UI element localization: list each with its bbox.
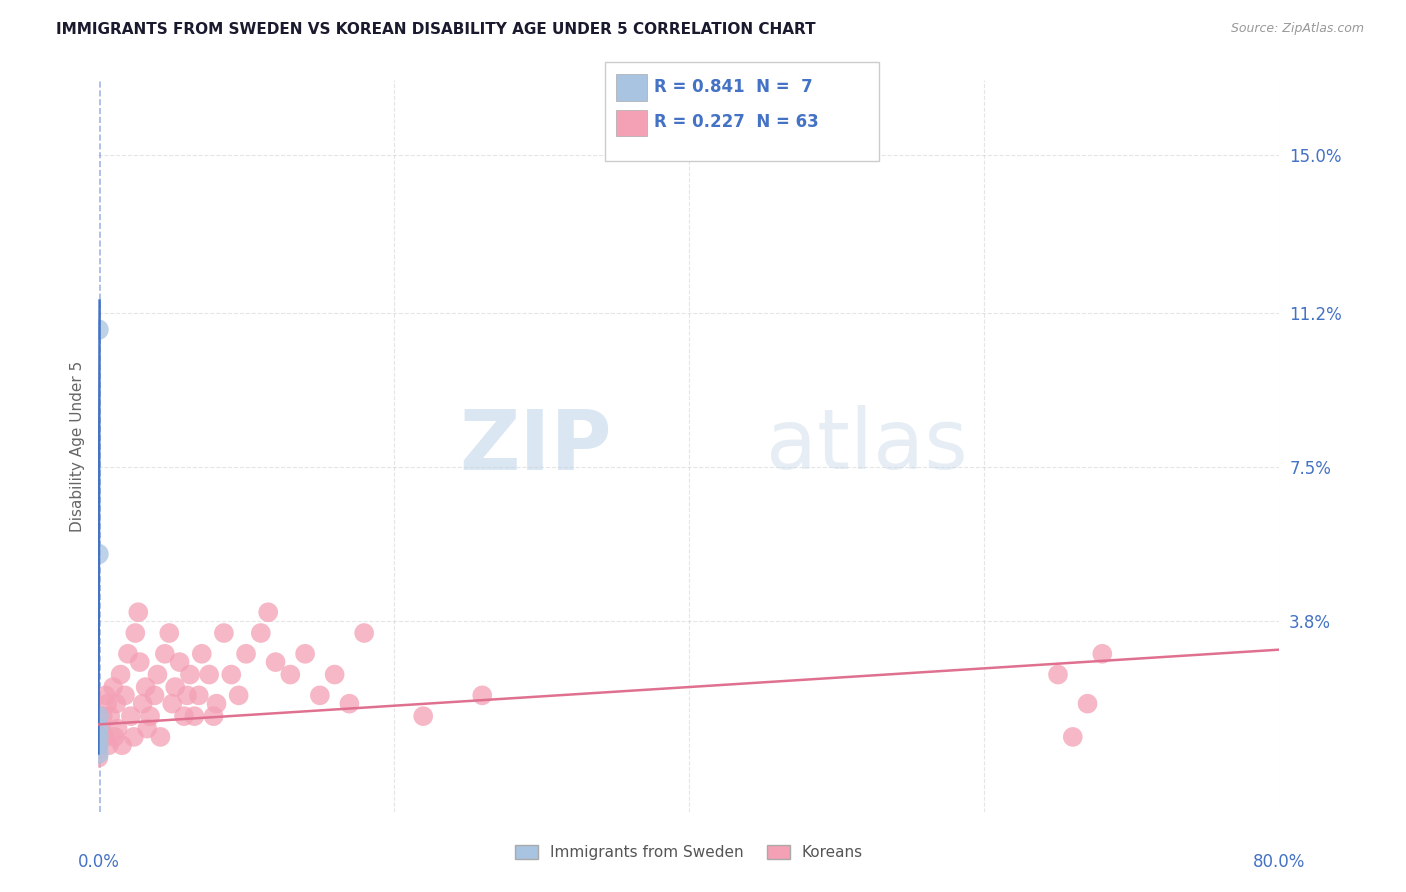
Point <box>1091 647 1114 661</box>
Point <box>143 689 166 703</box>
Point <box>169 655 191 669</box>
Point <box>191 647 214 661</box>
Point <box>202 709 225 723</box>
Point <box>228 689 250 703</box>
Point <box>87 738 110 752</box>
Point <box>94 689 117 703</box>
Text: atlas: atlas <box>766 406 967 486</box>
Point <box>471 689 494 703</box>
Text: Source: ZipAtlas.com: Source: ZipAtlas.com <box>1230 22 1364 36</box>
Point <box>1046 667 1070 681</box>
Point <box>122 730 145 744</box>
Point <box>128 655 150 669</box>
Point <box>153 647 176 661</box>
Point <box>146 667 169 681</box>
Point <box>124 626 146 640</box>
Point <box>339 697 361 711</box>
Point <box>87 730 110 744</box>
Text: IMMIGRANTS FROM SWEDEN VS KOREAN DISABILITY AGE UNDER 5 CORRELATION CHART: IMMIGRANTS FROM SWEDEN VS KOREAN DISABIL… <box>56 22 815 37</box>
Point <box>1062 730 1084 744</box>
Point <box>87 750 110 764</box>
Point <box>139 709 162 723</box>
Point <box>120 709 142 723</box>
Point <box>87 738 110 752</box>
Point <box>97 738 120 752</box>
Text: ZIP: ZIP <box>460 406 612 486</box>
Point <box>93 730 115 744</box>
Point <box>187 689 209 703</box>
Point <box>90 722 112 736</box>
Point <box>117 647 139 661</box>
Point <box>205 697 228 711</box>
Point <box>183 709 205 723</box>
Point <box>280 667 302 681</box>
Text: R = 0.227  N = 63: R = 0.227 N = 63 <box>654 113 818 131</box>
Point <box>91 709 114 723</box>
Point <box>149 730 172 744</box>
Point <box>104 730 127 744</box>
Text: 80.0%: 80.0% <box>1253 854 1306 871</box>
Point <box>98 709 121 723</box>
Point <box>412 709 434 723</box>
Point <box>127 605 149 619</box>
Point <box>162 697 183 711</box>
Text: R = 0.841  N =  7: R = 0.841 N = 7 <box>654 78 813 95</box>
Legend: Immigrants from Sweden, Koreans: Immigrants from Sweden, Koreans <box>509 839 869 866</box>
Point <box>294 647 316 661</box>
Point <box>110 667 132 681</box>
Point <box>176 689 198 703</box>
Point <box>198 667 221 681</box>
Point <box>157 626 180 640</box>
Point <box>212 626 235 640</box>
Point <box>179 667 201 681</box>
Point <box>309 689 332 703</box>
Point <box>1077 697 1099 711</box>
Point <box>114 689 136 703</box>
Point <box>87 722 110 736</box>
Point <box>105 697 128 711</box>
Point <box>111 738 134 752</box>
Point <box>107 722 129 736</box>
Point <box>87 747 110 761</box>
Text: 0.0%: 0.0% <box>77 854 120 871</box>
Point <box>323 667 346 681</box>
Point <box>87 709 110 723</box>
Point <box>87 730 110 744</box>
Point <box>221 667 243 681</box>
Point <box>87 547 110 561</box>
Point <box>103 680 125 694</box>
Point <box>135 680 157 694</box>
Point <box>235 647 257 661</box>
Y-axis label: Disability Age Under 5: Disability Age Under 5 <box>69 360 84 532</box>
Point <box>257 605 280 619</box>
Point <box>250 626 273 640</box>
Point <box>353 626 375 640</box>
Point <box>136 722 159 736</box>
Point <box>264 655 287 669</box>
Point <box>173 709 195 723</box>
Point <box>165 680 187 694</box>
Point <box>96 697 118 711</box>
Point <box>87 323 110 337</box>
Point <box>132 697 155 711</box>
